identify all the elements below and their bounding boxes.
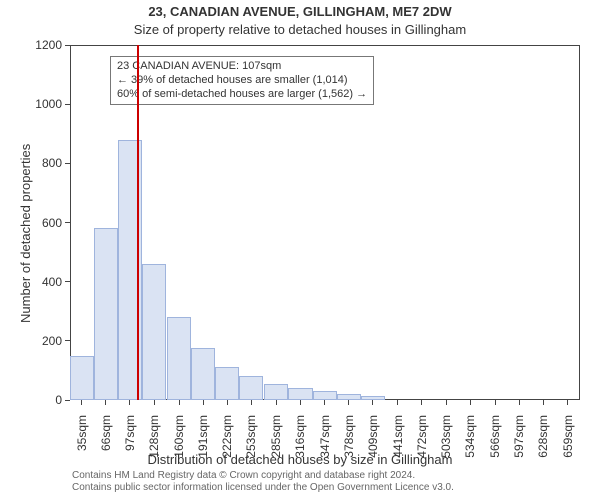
x-tick-mark [372, 400, 373, 405]
x-tick-mark [495, 400, 496, 405]
y-tick-label: 600 [30, 216, 62, 230]
annotation-line-3: 60% of semi-detached houses are larger (… [117, 88, 367, 102]
x-tick-label: 160sqm [172, 415, 186, 465]
chart-title: 23, CANADIAN AVENUE, GILLINGHAM, ME7 2DW [0, 4, 600, 19]
histogram-bar [167, 317, 191, 400]
x-tick-label: 472sqm [415, 415, 429, 465]
x-tick-label: 128sqm [147, 415, 161, 465]
histogram-bar [191, 348, 215, 400]
x-tick-mark [470, 400, 471, 405]
x-tick-label: 534sqm [463, 415, 477, 465]
y-tick-label: 800 [30, 156, 62, 170]
y-tick-mark [65, 340, 70, 341]
x-tick-mark [543, 400, 544, 405]
histogram-bar [70, 356, 94, 400]
x-tick-label: 253sqm [244, 415, 258, 465]
x-tick-mark [348, 400, 349, 405]
property-marker-line [137, 45, 139, 400]
x-tick-mark [251, 400, 252, 405]
x-tick-label: 566sqm [488, 415, 502, 465]
histogram-bar [239, 376, 263, 400]
x-tick-mark [81, 400, 82, 405]
histogram-bar [94, 228, 118, 400]
x-tick-mark [129, 400, 130, 405]
histogram-bar [215, 367, 239, 400]
x-tick-label: 316sqm [293, 415, 307, 465]
histogram-bar [142, 264, 166, 400]
x-tick-label: 347sqm [318, 415, 332, 465]
y-tick-mark [65, 281, 70, 282]
annotation-line-1: 23 CANADIAN AVENUE: 107sqm [117, 60, 367, 74]
annotation-box: 23 CANADIAN AVENUE: 107sqm ← 39% of deta… [110, 56, 374, 105]
y-tick-label: 1000 [30, 97, 62, 111]
x-tick-label: 222sqm [220, 415, 234, 465]
x-tick-label: 35sqm [75, 415, 89, 465]
x-tick-mark [203, 400, 204, 405]
x-tick-mark [227, 400, 228, 405]
x-tick-mark [276, 400, 277, 405]
x-tick-label: 659sqm [561, 415, 575, 465]
x-tick-mark [300, 400, 301, 405]
x-tick-label: 597sqm [512, 415, 526, 465]
y-tick-label: 1200 [30, 38, 62, 52]
histogram-bar [264, 384, 288, 400]
y-tick-mark [65, 104, 70, 105]
footer-line-2: Contains public sector information licen… [72, 482, 454, 494]
x-tick-label: 503sqm [439, 415, 453, 465]
y-tick-mark [65, 163, 70, 164]
x-tick-mark [397, 400, 398, 405]
footer-attribution: Contains HM Land Registry data © Crown c… [72, 470, 454, 494]
x-tick-label: 378sqm [342, 415, 356, 465]
x-tick-mark [105, 400, 106, 405]
x-tick-mark [154, 400, 155, 405]
y-tick-label: 400 [30, 275, 62, 289]
footer-line-1: Contains HM Land Registry data © Crown c… [72, 470, 454, 482]
x-tick-label: 628sqm [536, 415, 550, 465]
y-tick-mark [65, 222, 70, 223]
chart-container: 23, CANADIAN AVENUE, GILLINGHAM, ME7 2DW… [0, 0, 600, 500]
x-tick-label: 66sqm [99, 415, 113, 465]
x-tick-label: 409sqm [366, 415, 380, 465]
y-tick-label: 200 [30, 334, 62, 348]
x-tick-mark [179, 400, 180, 405]
x-tick-label: 191sqm [196, 415, 210, 465]
x-tick-mark [324, 400, 325, 405]
histogram-bar [313, 391, 337, 400]
y-tick-mark [65, 45, 70, 46]
x-tick-mark [446, 400, 447, 405]
y-tick-label: 0 [30, 393, 62, 407]
chart-subtitle: Size of property relative to detached ho… [0, 22, 600, 37]
x-tick-label: 285sqm [269, 415, 283, 465]
x-tick-mark [421, 400, 422, 405]
x-tick-label: 441sqm [391, 415, 405, 465]
x-tick-mark [519, 400, 520, 405]
histogram-bar [288, 388, 312, 400]
annotation-line-2: ← 39% of detached houses are smaller (1,… [117, 74, 367, 88]
x-tick-mark [567, 400, 568, 405]
x-tick-label: 97sqm [123, 415, 137, 465]
